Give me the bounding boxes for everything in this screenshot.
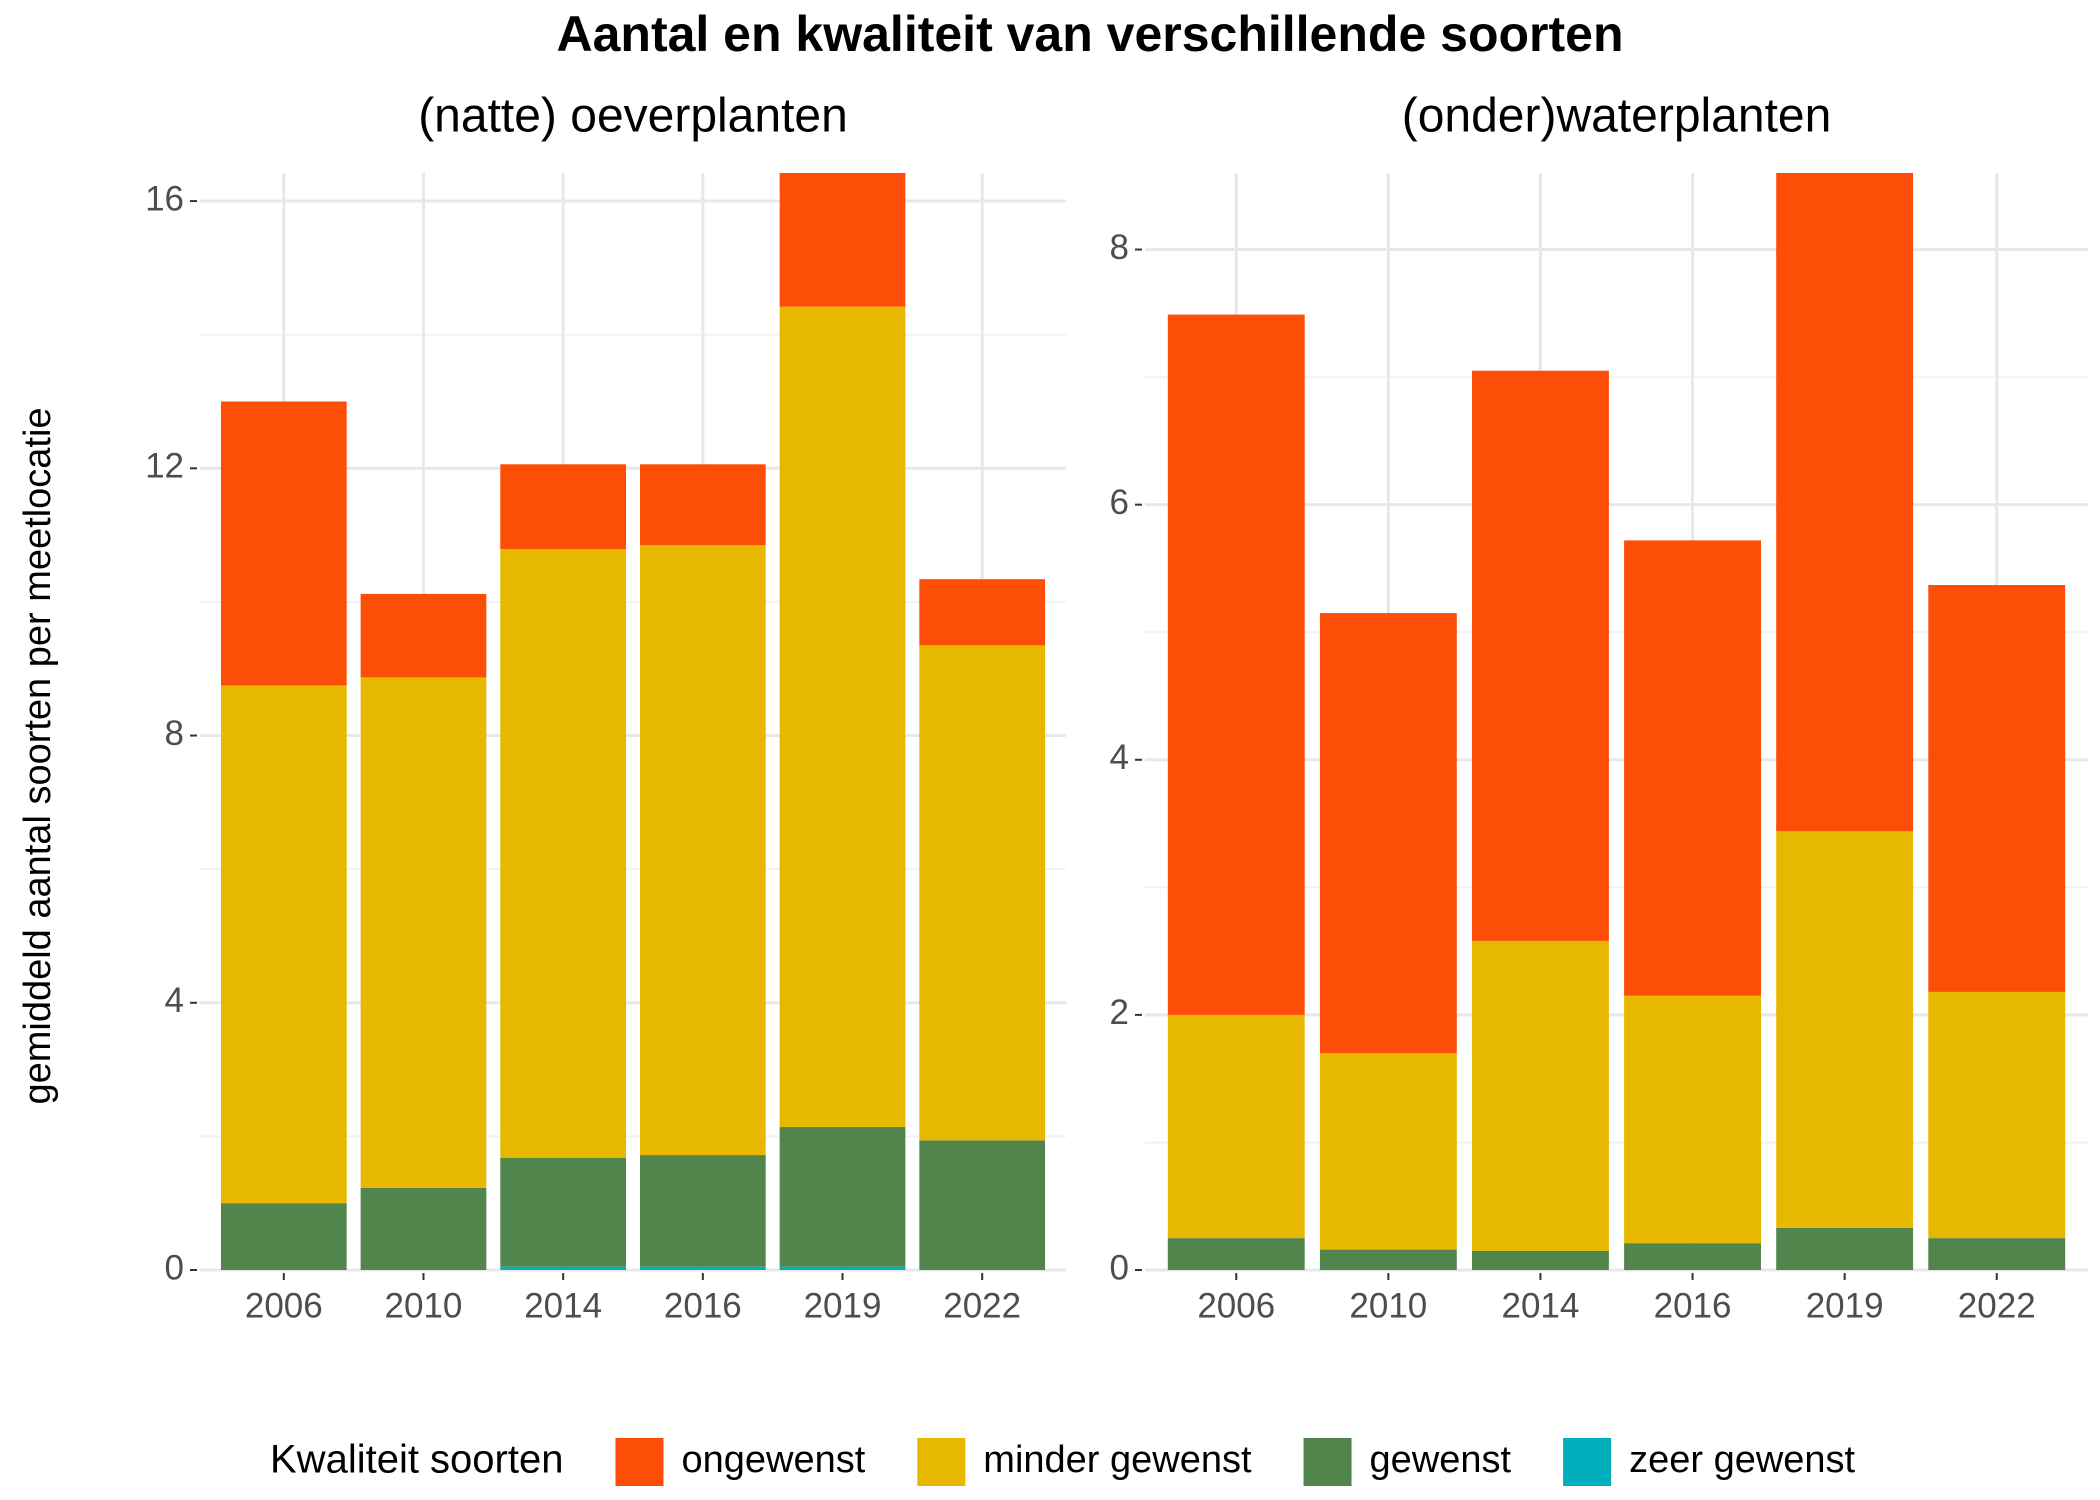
y-tick-label: 0 — [165, 1248, 184, 1287]
legend-key — [1303, 1438, 1352, 1486]
x-tick-label: 2010 — [1349, 1286, 1427, 1325]
bar-segment — [919, 579, 1046, 646]
legend-key — [615, 1438, 664, 1486]
bar-segment — [779, 1127, 906, 1267]
y-axis-label: gemiddeld aantal soorten per meetlocatie — [17, 407, 59, 1104]
bar-segment — [779, 1266, 906, 1270]
x-tick-label: 2019 — [804, 1286, 882, 1325]
bar-segment — [1776, 173, 1914, 832]
bar-segment — [639, 545, 766, 1156]
y-tick-label: 4 — [1110, 738, 1129, 777]
chart-title: Aantal en kwaliteit van verschillende so… — [556, 6, 1623, 62]
bar-segment — [360, 1187, 487, 1270]
bar-segment — [360, 677, 487, 1188]
bar-segment — [1319, 1249, 1457, 1270]
bar-segment — [220, 685, 347, 1204]
legend-label: zeer gewenst — [1629, 1439, 1855, 1481]
legend-label: ongewenst — [681, 1439, 865, 1481]
bar-segment — [1472, 940, 1609, 1251]
bar-segment — [1776, 1227, 1914, 1270]
bar-segment — [1319, 613, 1457, 1054]
bar-segment — [500, 1266, 627, 1270]
x-tick-label: 2014 — [1502, 1286, 1580, 1325]
y-tick-label: 6 — [1110, 483, 1129, 522]
bar-segment — [220, 401, 347, 686]
y-tick-label: 16 — [145, 179, 184, 218]
bar-segment — [779, 306, 906, 1128]
x-tick-label: 2016 — [664, 1286, 742, 1325]
x-tick-label: 2014 — [524, 1286, 602, 1325]
bar-segment — [500, 464, 627, 550]
x-tick-label: 2022 — [1958, 1286, 2036, 1325]
panel-subtitle: (natte) oeverplanten — [418, 90, 848, 143]
bar-segment — [1624, 995, 1761, 1244]
legend-title: Kwaliteit soorten — [270, 1438, 563, 1482]
y-tick-label: 12 — [145, 447, 184, 486]
bar-segment — [639, 464, 766, 546]
x-tick-label: 2016 — [1654, 1286, 1732, 1325]
legend-key — [1563, 1438, 1612, 1486]
bar-segment — [1319, 1053, 1457, 1250]
bar-segment — [779, 173, 906, 307]
y-tick-label: 4 — [165, 981, 184, 1020]
bar-segment — [1928, 1238, 2066, 1270]
bar-segment — [919, 645, 1046, 1141]
legend-key — [917, 1438, 966, 1486]
bar-segment — [919, 1140, 1046, 1270]
y-tick-label: 0 — [1110, 1248, 1129, 1287]
x-tick-label: 2019 — [1806, 1286, 1884, 1325]
y-tick-label: 2 — [1110, 993, 1129, 1032]
bar-segment — [1167, 1238, 1305, 1270]
legend-label: minder gewenst — [983, 1439, 1252, 1481]
bar-segment — [1928, 585, 2066, 992]
bar-segment — [1472, 370, 1609, 941]
x-tick-label: 2006 — [245, 1286, 323, 1325]
bar-segment — [1624, 540, 1761, 996]
bar-segment — [1472, 1250, 1609, 1270]
y-tick-label: 8 — [1110, 228, 1129, 267]
legend-label: gewenst — [1370, 1439, 1512, 1481]
panel-subtitle: (onder)waterplanten — [1402, 90, 1832, 143]
bar-segment — [360, 593, 487, 678]
bar-segment — [1167, 1014, 1305, 1239]
bar-segment — [1624, 1243, 1761, 1270]
bar-segment — [1928, 991, 2066, 1239]
x-tick-label: 2006 — [1197, 1286, 1275, 1325]
bar-segment — [639, 1266, 766, 1270]
bar-segment — [639, 1155, 766, 1267]
bar-segment — [1167, 314, 1305, 1015]
y-tick-label: 8 — [165, 714, 184, 753]
bar-segment — [500, 1157, 627, 1267]
x-tick-label: 2010 — [385, 1286, 463, 1325]
bar-segment — [220, 1203, 347, 1270]
bar-segment — [1776, 831, 1914, 1228]
x-tick-label: 2022 — [943, 1286, 1021, 1325]
bar-segment — [500, 549, 627, 1158]
